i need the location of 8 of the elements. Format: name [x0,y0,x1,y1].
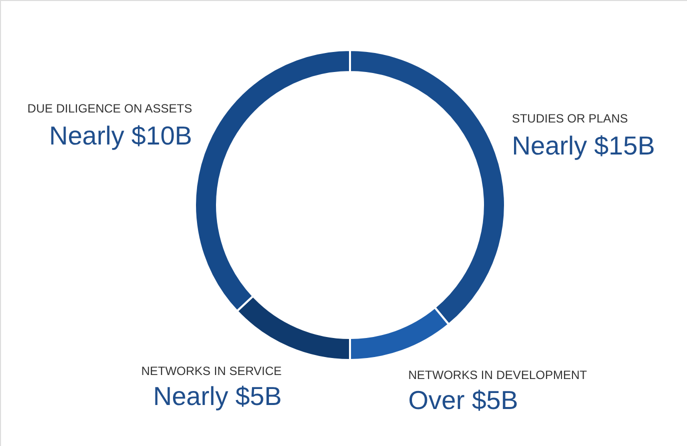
data-label: Nearly $5B [153,380,282,411]
slice-label: DUE DILIGENCE ON ASSETS [27,102,192,116]
data-label: Nearly $15B [512,130,655,161]
slice-label: NETWORKS IN SERVICE [141,364,282,378]
slice-label: NETWORKS IN DEVELOPMENT [408,368,588,382]
data-label: Nearly $10B [49,120,192,151]
slice-label: STUDIES OR PLANS [512,112,628,126]
data-label: Over $5B [408,384,518,415]
